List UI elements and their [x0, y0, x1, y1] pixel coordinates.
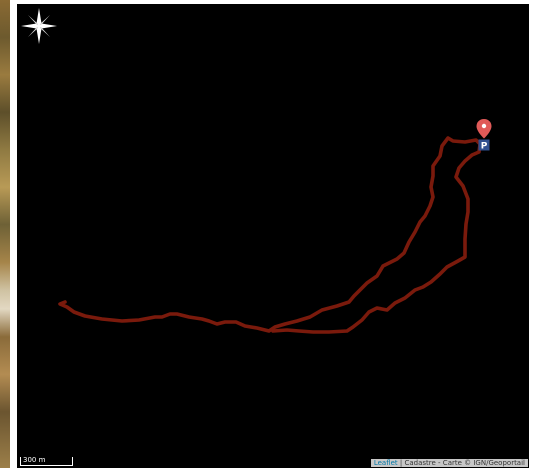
right-frame: [529, 0, 539, 468]
attribution: Leaflet | Cadastre - Carte © IGN/Geoport…: [370, 459, 528, 467]
scale-label: 300 m: [23, 456, 46, 464]
map-view[interactable]: P 300 m Leaflet | Cadastre - Carte © IGN…: [17, 4, 529, 468]
attribution-text: Cadastre - Carte © IGN/Geoportail: [404, 459, 526, 467]
leaflet-link[interactable]: Leaflet: [373, 459, 398, 467]
gps-track-layer: [58, 136, 482, 334]
gps-track[interactable]: [58, 136, 482, 334]
adjacent-photo-strip: [0, 0, 10, 468]
parking-badge-label: P: [481, 142, 488, 152]
parking-badge: [478, 139, 490, 151]
map-pin-icon[interactable]: P: [476, 119, 492, 155]
attribution-separator: |: [397, 459, 405, 467]
left-gap: [10, 0, 17, 468]
scale-bar: 300 m: [20, 457, 73, 466]
compass-rose-icon: [21, 8, 57, 44]
